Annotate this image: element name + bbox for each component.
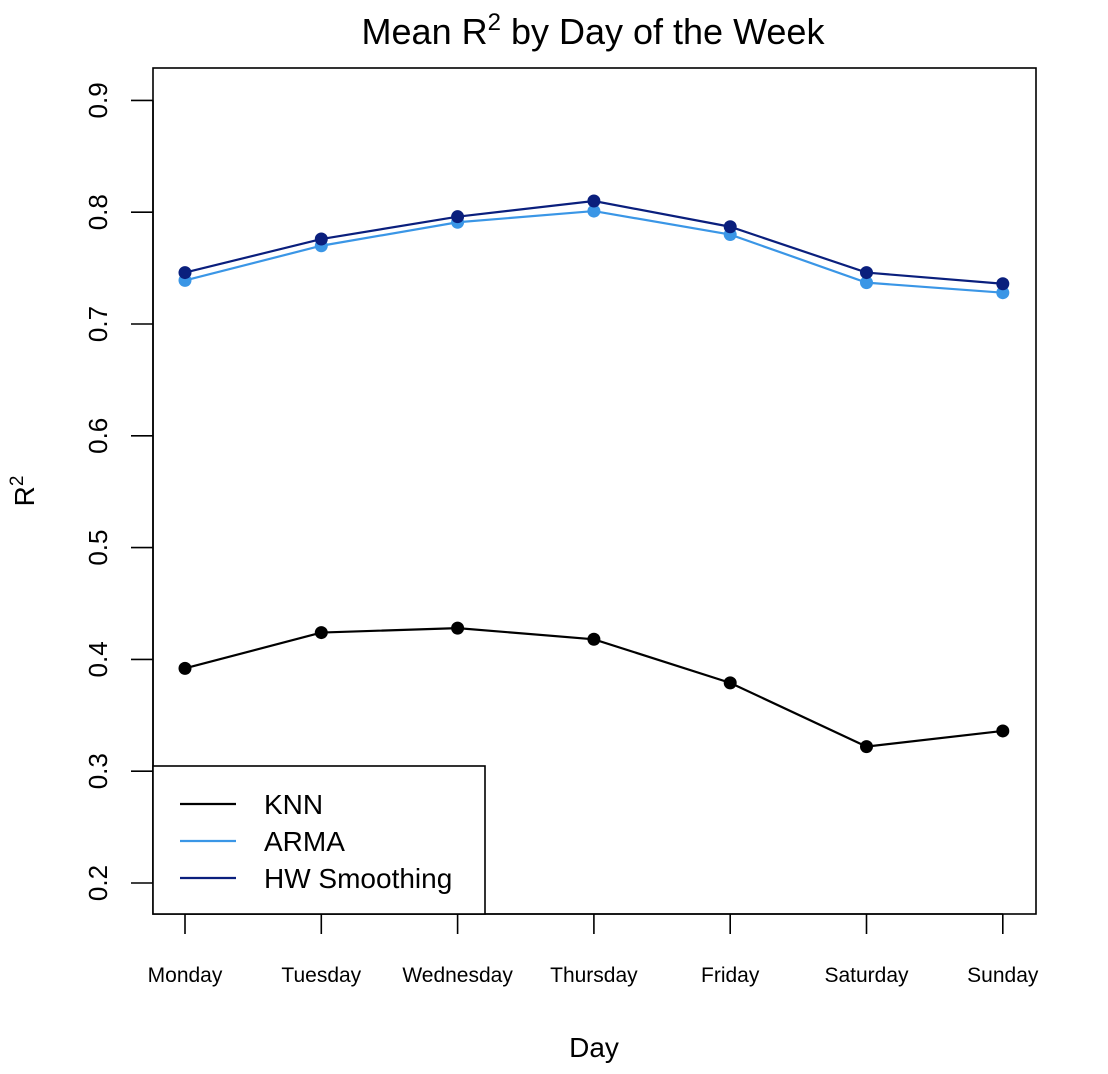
data-point bbox=[723, 220, 737, 234]
data-point bbox=[860, 266, 873, 280]
y-tick-label: 0.5 bbox=[83, 530, 113, 566]
x-tick-label: Sunday bbox=[967, 964, 1039, 987]
data-point bbox=[451, 210, 465, 224]
legend: KNN ARMA HW Smoothing bbox=[152, 765, 486, 915]
legend-label: KNN bbox=[264, 789, 323, 820]
x-tick-label: Saturday bbox=[824, 964, 909, 987]
series-line bbox=[184, 209, 1003, 294]
data-point bbox=[587, 632, 601, 646]
x-axis: Monday Tuesday Wednesday Thursday Friday Satu… bbox=[148, 913, 1039, 987]
legend-label: ARMA bbox=[264, 826, 345, 857]
x-axis-title: Day bbox=[569, 1032, 619, 1063]
y-tick-label: 0.2 bbox=[83, 865, 113, 901]
legend-items: KNN ARMA HW Smoothing bbox=[180, 789, 452, 894]
data-point bbox=[860, 276, 873, 290]
y-tick-label: 0.4 bbox=[83, 641, 113, 677]
x-tick-label: Thursday bbox=[550, 964, 638, 987]
y-tick-label: 0.7 bbox=[83, 306, 113, 342]
chart-title: Mean R2 by Day of the Week bbox=[362, 9, 826, 52]
series-layer bbox=[178, 194, 1010, 754]
x-tick-label: Wednesday bbox=[402, 964, 513, 987]
x-tick-label: Friday bbox=[701, 964, 760, 987]
data-point bbox=[178, 266, 192, 280]
legend-label: HW Smoothing bbox=[264, 863, 452, 894]
x-tick-label: Monday bbox=[148, 964, 223, 987]
series-knn bbox=[178, 621, 1010, 754]
data-point bbox=[996, 724, 1010, 738]
data-point bbox=[996, 286, 1010, 300]
data-point bbox=[860, 740, 873, 754]
data-point bbox=[314, 626, 328, 640]
data-point bbox=[178, 661, 192, 675]
data-point bbox=[451, 621, 465, 635]
y-tick-label: 0.9 bbox=[83, 82, 113, 118]
y-tick-label: 0.6 bbox=[83, 418, 113, 454]
series-line bbox=[184, 626, 1003, 748]
y-tick-label: 0.3 bbox=[83, 753, 113, 789]
data-point bbox=[587, 194, 601, 208]
series-arma bbox=[178, 204, 1010, 300]
y-axis-title: R2 bbox=[7, 476, 40, 507]
y-tick-label: 0.8 bbox=[83, 194, 113, 230]
series-hw-smoothing bbox=[178, 194, 1010, 291]
data-point bbox=[587, 204, 601, 218]
x-tick-label: Tuesday bbox=[281, 964, 361, 987]
data-point bbox=[314, 232, 328, 246]
data-point bbox=[996, 277, 1010, 291]
y-axis: 0.2 0.3 0.4 0.5 0.6 0.7 0.8 0.9 bbox=[83, 82, 154, 901]
data-point bbox=[723, 676, 737, 690]
